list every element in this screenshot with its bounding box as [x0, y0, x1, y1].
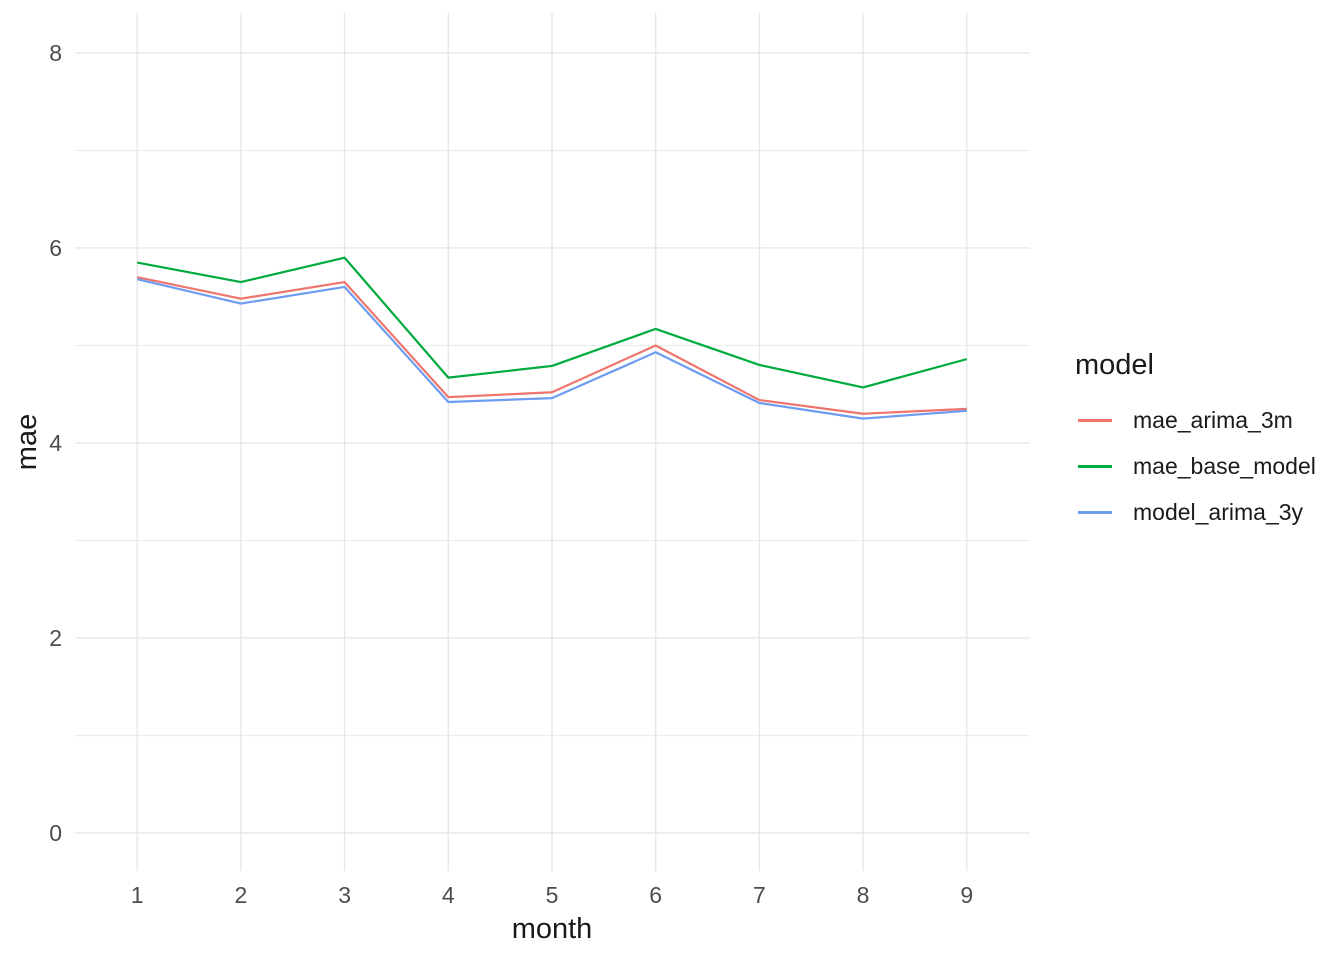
y-tick-label: 0 — [49, 819, 62, 846]
x-tick-label: 9 — [960, 882, 974, 908]
legend-key-line — [1078, 418, 1112, 422]
legend-items: mae_arima_3m mae_base_model model_arima_3y — [1075, 397, 1316, 535]
legend-item-label: mae_arima_3m — [1133, 407, 1293, 433]
x-tick-label: 4 — [441, 882, 455, 908]
x-tick-label: 8 — [856, 882, 870, 908]
x-tick-label: 1 — [130, 882, 144, 908]
legend-title: model — [1075, 349, 1154, 381]
y-tick-label: 4 — [49, 429, 62, 456]
series-line-mae_arima_3m — [136, 276, 967, 415]
legend: model mae_arima_3m mae_base_model model_ar… — [1075, 350, 1316, 535]
y-tick-label: 6 — [49, 234, 62, 261]
legend-key-line — [1078, 464, 1112, 468]
x-tick-label: 2 — [234, 882, 248, 908]
y-tick-label: 2 — [49, 624, 62, 651]
x-axis-title: month — [511, 913, 593, 945]
legend-item-mae_base_model: mae_base_model — [1075, 443, 1316, 489]
legend-item-model_arima_3y: model_arima_3y — [1075, 489, 1316, 535]
y-axis-title: mae — [11, 413, 43, 471]
series-line-model_arima_3y — [136, 278, 967, 420]
x-tick-label: 6 — [649, 882, 663, 908]
x-tick-label: 7 — [752, 882, 766, 908]
legend-item-label: mae_base_model — [1133, 453, 1316, 479]
series-line-mae_base_model — [137, 256, 968, 389]
legend-key-line — [1078, 510, 1112, 514]
legend-item-label: model_arima_3y — [1133, 499, 1304, 525]
x-tick-label: 3 — [338, 882, 351, 908]
legend-item-mae_arima_3m: mae_arima_3m — [1075, 397, 1316, 443]
y-tick-label: 8 — [49, 39, 62, 66]
x-tick-label: 5 — [545, 882, 559, 908]
